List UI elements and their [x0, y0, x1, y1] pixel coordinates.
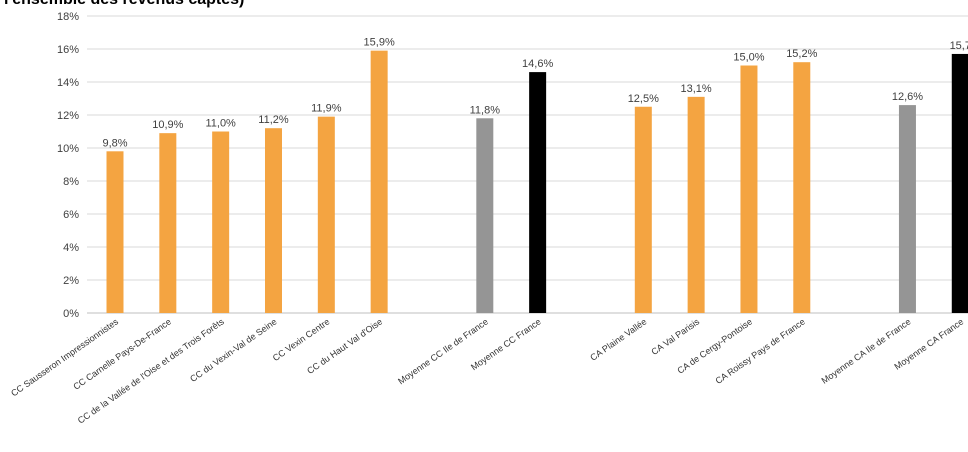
x-tick-label: Moyenne CC Ile de France: [396, 316, 490, 386]
data-labels: 9,8% 10,9% 11,0% 11,2% 11,9% 15,9% 11,8% 14,6% 1…: [102, 37, 968, 150]
bar: [529, 72, 547, 313]
y-tick-label: 8%: [63, 176, 79, 188]
y-tick-label: 14%: [57, 77, 79, 89]
y-tick-label: 12%: [57, 110, 79, 122]
bar: [634, 106, 652, 313]
y-tick-label: 16%: [57, 44, 79, 56]
bar: [740, 65, 758, 313]
data-label: 10,9%: [152, 119, 183, 131]
data-label: 9,8%: [102, 137, 127, 149]
x-tick-label: CA Plaine Vallée: [588, 316, 648, 362]
data-label: 15,7: [950, 40, 968, 52]
bar: [317, 116, 335, 314]
data-label: 15,0%: [733, 52, 764, 64]
bar: [476, 118, 494, 313]
y-tick-label: 10%: [57, 143, 79, 155]
y-axis-ticks: 0% 2% 4% 6% 8% 10% 12% 14% 16% 18%: [57, 11, 79, 320]
x-tick-label: CC Carnelle Pays-De-France: [71, 316, 173, 391]
data-label: 11,9%: [311, 103, 342, 115]
data-label: 14,6%: [522, 58, 553, 70]
bar: [159, 133, 177, 313]
x-tick-label: CC du Vexin-Val de Seine: [188, 316, 278, 384]
x-tick-label: CC Sausseron Impressionnistes: [9, 316, 120, 398]
data-label: 15,9%: [364, 37, 395, 49]
data-label: 11,2%: [258, 114, 289, 126]
bar: [212, 131, 230, 313]
bar: [793, 62, 811, 314]
data-label: 11,8%: [470, 104, 501, 116]
y-tick-label: 0%: [63, 308, 79, 320]
bar: [370, 50, 388, 314]
chart-title: l'ensemble des revenus captés): [4, 0, 244, 9]
y-tick-label: 4%: [63, 242, 79, 254]
x-tick-label: CA Val Parisis: [649, 316, 701, 357]
bar: [264, 128, 282, 313]
x-tick-label: CA Roissy Pays de France: [714, 316, 807, 386]
data-label: 13,1%: [681, 83, 712, 95]
bar: [106, 151, 124, 313]
y-tick-label: 18%: [57, 11, 79, 23]
data-label: 11,0%: [205, 118, 236, 130]
x-tick-label: Moyenne CA Ile de France: [820, 316, 913, 385]
y-tick-label: 6%: [63, 209, 79, 221]
data-label: 12,5%: [628, 93, 659, 105]
y-tick-label: 2%: [63, 275, 79, 287]
gridlines: [87, 15, 968, 314]
bar: [898, 105, 916, 313]
data-label: 15,2%: [786, 48, 817, 60]
bar: [687, 96, 705, 313]
bars: [106, 50, 968, 314]
data-label: 12,6%: [892, 91, 923, 103]
bar: [951, 53, 968, 313]
